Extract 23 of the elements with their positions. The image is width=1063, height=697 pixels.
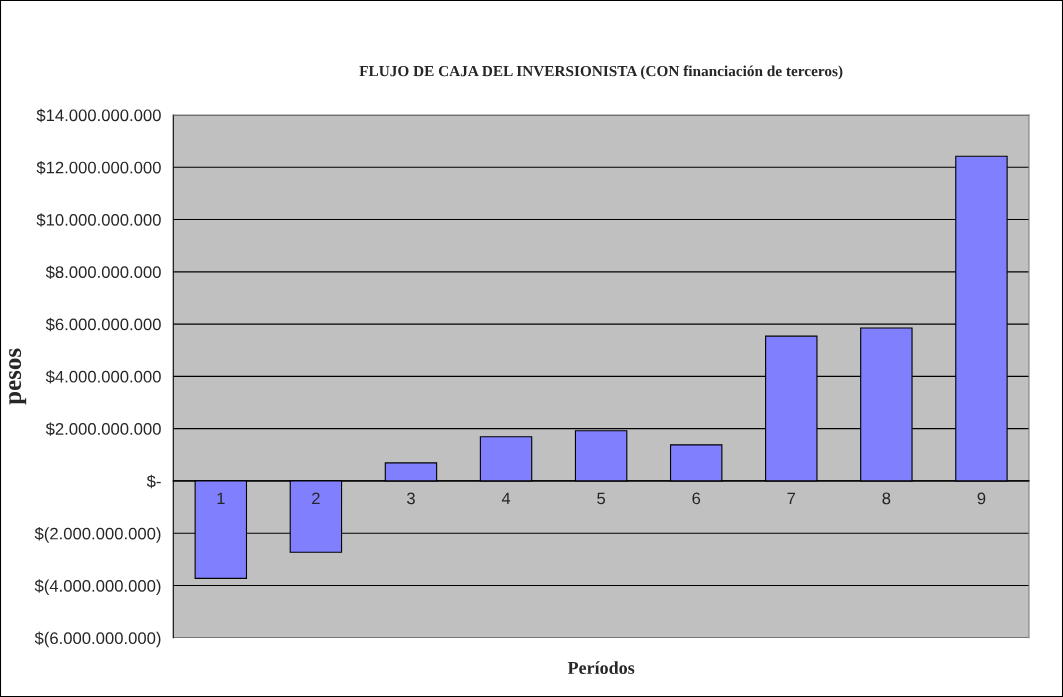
y-tick-label: $(4.000.000.000) [34,579,161,596]
y-tick-label: $8.000.000.000 [45,265,161,280]
y-tick-label: $10.000.000.000 [36,213,161,227]
y-tick-label: $(2.000.000.000) [34,527,161,543]
x-tick-label: 4 [501,492,511,505]
y-tick-label: $(6.000.000.000) [34,631,161,648]
y-tick-label: $14.000.000.000 [36,108,161,123]
x-tick-label: 5 [597,492,606,505]
chart-title: FLUJO DE CAJA DEL INVERSIONISTA (CON financiación de terceros) [359,65,843,80]
x-tick-label: 3 [406,492,415,505]
x-tick-label: 1 [217,492,225,505]
y-tick-label: $4.000.000.000 [45,370,161,384]
y-tick-label: $2.000.000.000 [45,422,161,436]
x-tick-label: 6 [692,492,701,505]
x-tick-label: 2 [312,492,320,505]
x-tick-label: 7 [787,492,796,505]
x-tick-label: 8 [882,492,891,505]
x-tick-label: 9 [977,492,986,505]
y-tick-label: $12.000.000.000 [36,160,161,175]
y-tick-label: $6.000.000.000 [45,317,161,332]
x-axis-title: Períodos [567,661,635,674]
y-tick-label: $- [146,474,161,489]
y-axis-title: pesos [9,348,27,405]
